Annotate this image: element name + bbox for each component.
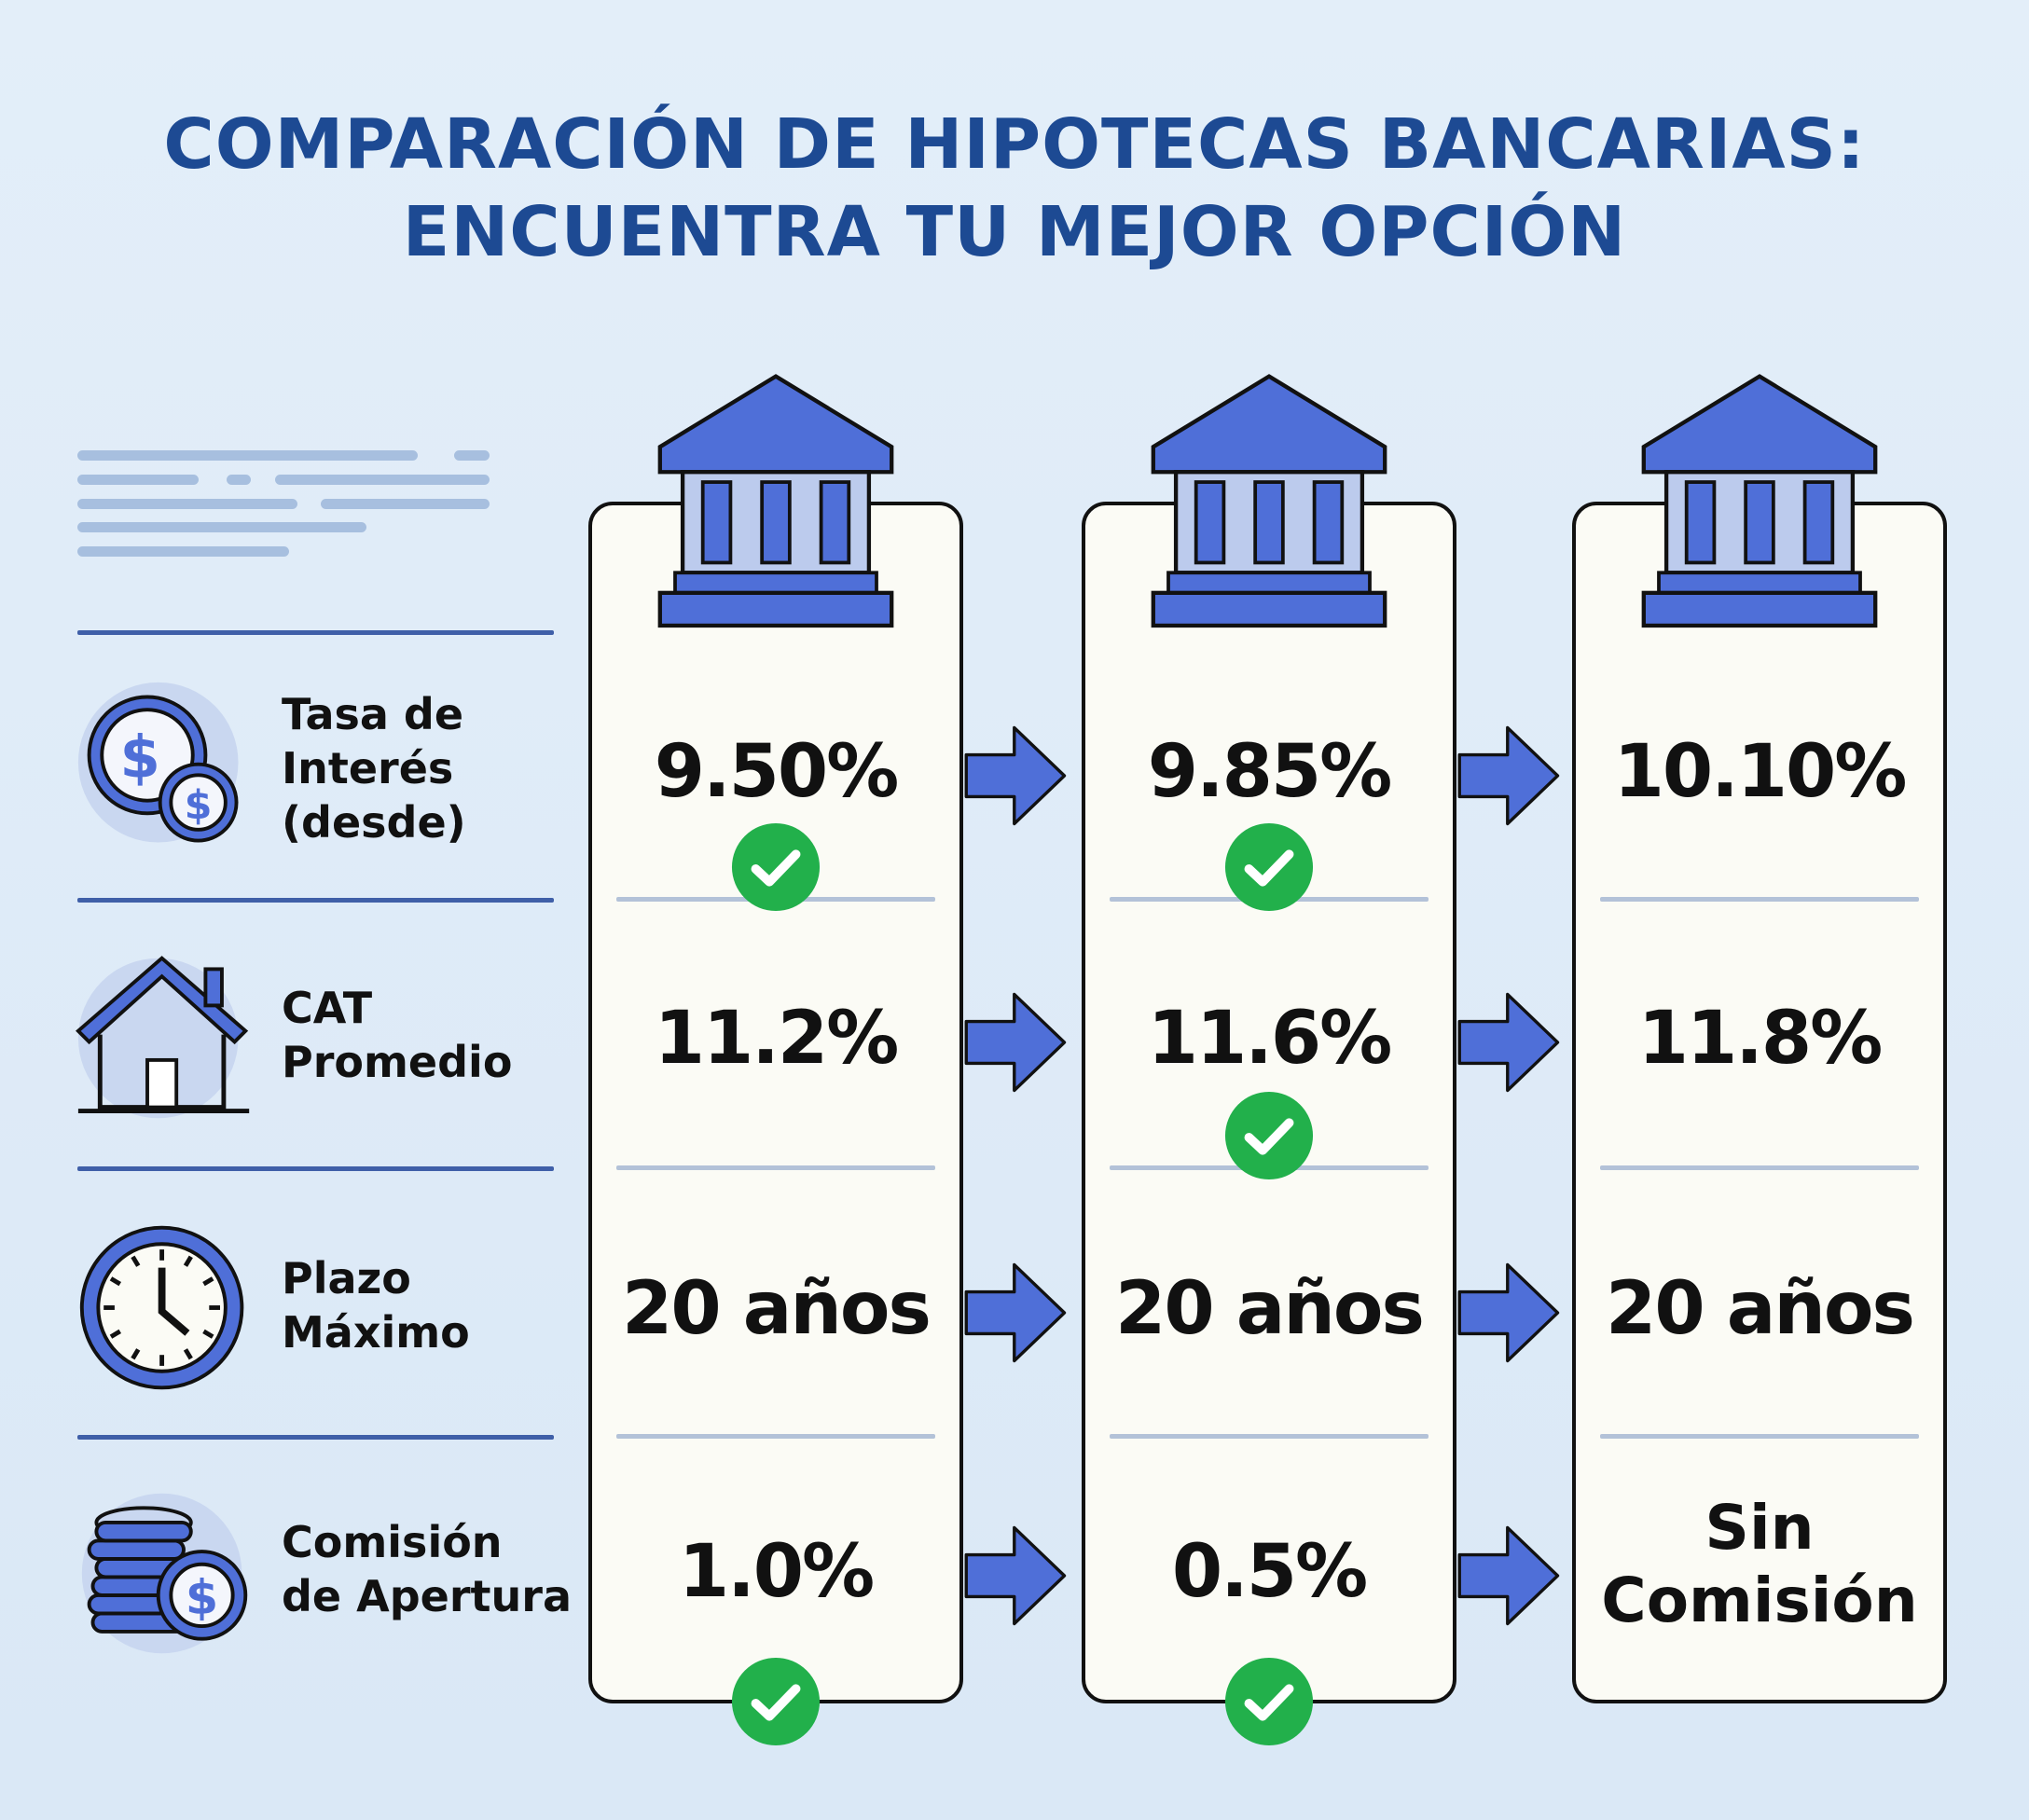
row-label-comision: Comisión de Apertura (282, 1515, 572, 1623)
bank-3-value: Sin Comisión (1572, 1492, 1947, 1637)
label-line: CAT (282, 983, 373, 1033)
bank-3-value: 20 años (1606, 1267, 1915, 1351)
value-line: Comisión (1601, 1565, 1918, 1636)
row-divider (77, 1166, 554, 1171)
row-divider (77, 630, 554, 635)
svg-text:$: $ (185, 782, 213, 829)
arrow-right-icon (1457, 990, 1562, 1095)
bank-1-value: 20 años (622, 1267, 932, 1351)
clock-icon (79, 1225, 244, 1390)
card-row-divider (1600, 1165, 1919, 1170)
bank-1-value: 11.2% (654, 997, 900, 1081)
check-icon (1223, 1090, 1315, 1181)
label-line: Plazo (282, 1253, 411, 1303)
bank-2-value: 11.6% (1147, 997, 1393, 1081)
arrow-right-icon (1457, 1524, 1562, 1628)
label-line: (desde) (282, 797, 466, 848)
label-line: Comisión (282, 1517, 503, 1567)
card-row-divider (1600, 897, 1919, 902)
label-line: Máximo (282, 1307, 470, 1358)
svg-text:$: $ (119, 723, 159, 791)
bank-card-1 (588, 502, 963, 1703)
bank-card-3 (1572, 502, 1947, 1703)
row-label-plazo: Plazo Máximo (282, 1251, 470, 1359)
bank-2-value: 0.5% (1171, 1530, 1368, 1614)
value-line: Sin (1705, 1492, 1815, 1564)
card-row-divider (1110, 1434, 1429, 1439)
arrow-right-icon (964, 724, 1069, 828)
label-line: de Apertura (282, 1571, 573, 1621)
coin-stack-icon: $ (81, 1493, 248, 1654)
card-row-divider (616, 1434, 935, 1439)
bank-1-value: 9.50% (654, 730, 900, 814)
bank-2-value: 9.85% (1147, 730, 1393, 814)
title-line-2: ENCUENTRA TU MEJOR OPCIÓN (402, 192, 1627, 272)
arrow-right-icon (964, 1524, 1069, 1628)
arrow-right-icon (964, 1261, 1069, 1365)
check-icon (730, 1656, 821, 1747)
row-divider (77, 898, 554, 903)
card-row-divider (1600, 1434, 1919, 1439)
bank-3-value: 11.8% (1637, 997, 1884, 1081)
check-icon (1223, 1656, 1315, 1747)
bank-icon (1143, 371, 1395, 636)
card-row-divider (616, 1165, 935, 1170)
bank-icon (1634, 371, 1885, 636)
svg-text:$: $ (186, 1569, 218, 1624)
arrow-right-icon (964, 990, 1069, 1095)
label-line: Interés (282, 743, 454, 793)
title-line-1: COMPARACIÓN DE HIPOTECAS BANCARIAS: (163, 104, 1866, 185)
check-icon (730, 821, 821, 913)
row-label-tasa: Tasa de Interés (desde) (282, 687, 466, 849)
row-label-cat: CAT Promedio (282, 981, 512, 1089)
label-line: Promedio (282, 1037, 513, 1087)
bank-2-value: 20 años (1115, 1267, 1425, 1351)
bank-icon (650, 371, 902, 636)
row-divider (77, 1435, 554, 1440)
label-line: Tasa de (282, 689, 464, 739)
check-icon (1223, 821, 1315, 913)
house-icon (76, 956, 250, 1119)
bank-3-value: 10.10% (1613, 730, 1908, 814)
arrow-right-icon (1457, 1261, 1562, 1365)
arrow-right-icon (1457, 724, 1562, 828)
coins-dollar-icon: $ $ (77, 682, 239, 843)
bank-1-value: 1.0% (678, 1530, 875, 1614)
